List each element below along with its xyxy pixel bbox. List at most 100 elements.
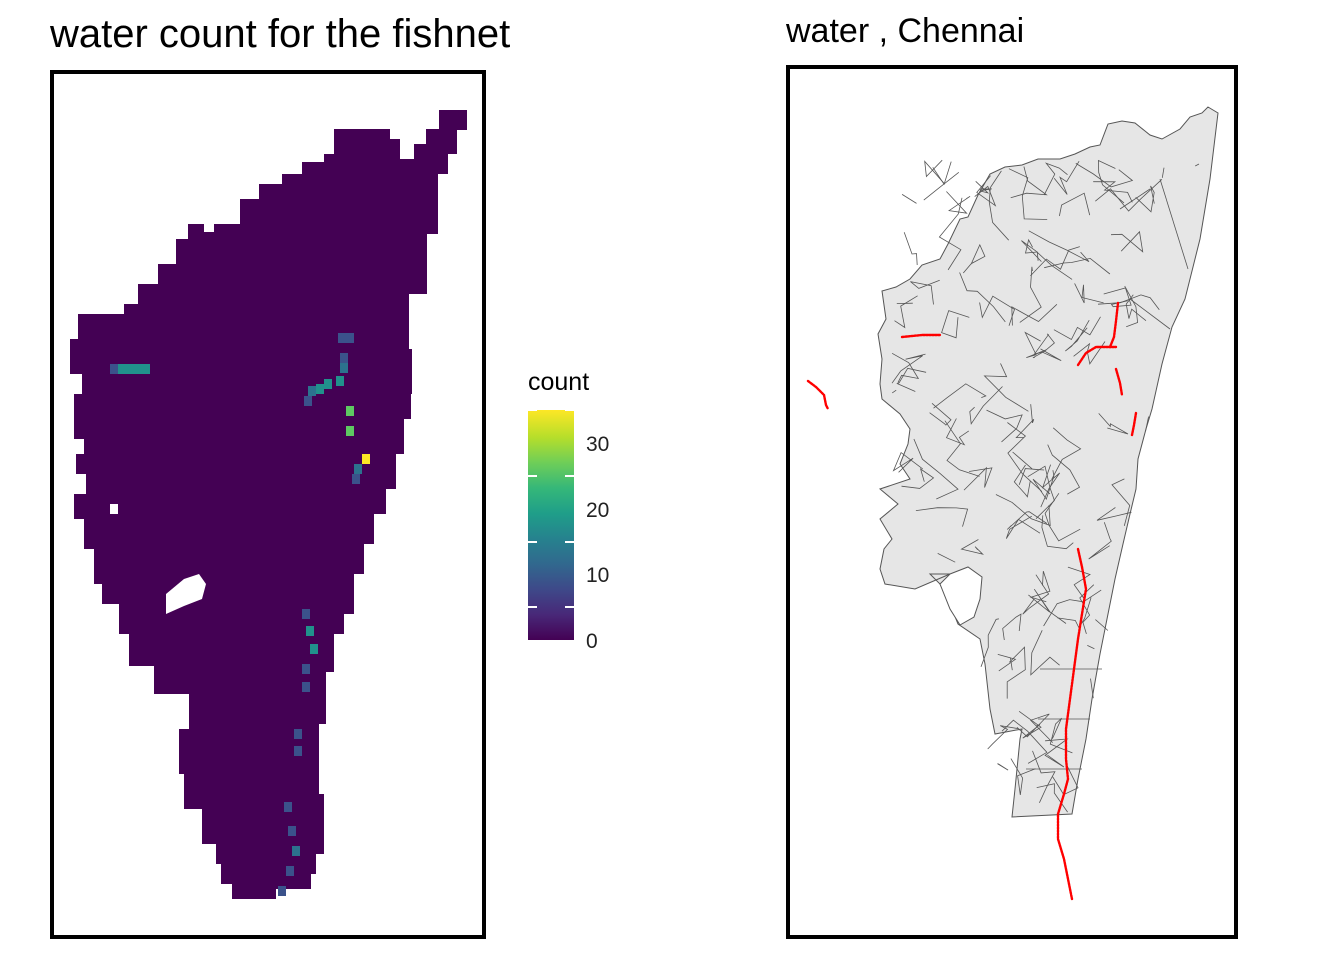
ward-boundary: [933, 383, 987, 409]
ward-boundary: [896, 367, 927, 392]
ward-boundary: [891, 353, 926, 384]
legend-label-10: 10: [586, 564, 610, 587]
ward-boundary: [944, 420, 980, 477]
ward-boundary: [1032, 750, 1056, 803]
ward-boundary: [1043, 589, 1102, 627]
ward-boundary: [1049, 717, 1073, 754]
ward-boundary: [946, 191, 971, 214]
ward-boundary: [1095, 619, 1109, 631]
ward-boundary: [1096, 507, 1132, 521]
ward-boundary: [1087, 645, 1095, 650]
ward-boundary: [1033, 333, 1055, 355]
ward-boundary: [979, 295, 1015, 326]
water-line: [1076, 345, 1118, 367]
water-cell: [362, 454, 370, 464]
ward-boundary: [1159, 178, 1189, 270]
ward-boundary: [1028, 588, 1067, 624]
ward-boundary: [959, 272, 1006, 323]
water-line: [900, 333, 942, 339]
ward-boundary: [1088, 522, 1112, 560]
ward-boundary: [1021, 240, 1073, 280]
water-cell: [302, 664, 310, 674]
ward-boundary: [1030, 246, 1080, 277]
ward-boundary: [1002, 613, 1022, 641]
ward-boundary: [1051, 427, 1082, 480]
water-cell: [324, 379, 332, 389]
ward-boundary: [1032, 470, 1055, 501]
water-cell: [340, 353, 348, 363]
ward-boundary: [962, 243, 986, 274]
water-cell: [306, 626, 314, 636]
ward-boundary: [983, 363, 1029, 412]
ward-boundary: [1097, 159, 1125, 204]
ward-boundary: [1028, 230, 1090, 263]
ward-boundary: [963, 466, 993, 491]
water-cell: [118, 364, 126, 374]
ward-boundary: [1095, 179, 1163, 212]
water-cell: [288, 826, 296, 836]
water-cell: [278, 886, 286, 896]
ward-boundary: [969, 386, 1003, 425]
ward-boundary: [901, 468, 935, 489]
ward-boundary: [1029, 570, 1051, 603]
ward-boundary: [1043, 162, 1068, 196]
ward-boundary: [910, 279, 940, 305]
ward-boundary: [945, 418, 970, 446]
chennai-wards-map: [806, 106, 1219, 901]
ward-hole: [939, 566, 983, 626]
water-cell: [294, 729, 302, 739]
water-cell: [346, 406, 354, 416]
city-outline: [877, 106, 1219, 818]
fishnet-map: [70, 110, 467, 899]
ward-boundary: [1103, 287, 1139, 328]
water-cell: [308, 386, 316, 396]
ward-boundary: [903, 232, 918, 266]
ward-boundary: [1065, 320, 1090, 352]
water-lines: [806, 301, 1138, 901]
water-line: [1130, 411, 1138, 437]
ward-boundary: [1024, 331, 1047, 358]
ward-boundary: [1005, 515, 1041, 539]
ward-boundary: [1040, 464, 1061, 508]
ward-boundary: [1059, 192, 1091, 217]
water-cell: [340, 363, 348, 373]
ward-boundary: [1053, 160, 1080, 195]
water-line: [1114, 367, 1124, 397]
ward-boundary: [1053, 316, 1101, 341]
water-cell: [310, 644, 318, 654]
ward-boundary: [1098, 413, 1129, 435]
ward-boundary: [1044, 738, 1069, 768]
water-cell: [302, 609, 310, 619]
ward-boundary: [1074, 283, 1104, 304]
ward-boundary: [1047, 444, 1081, 495]
ward-boundary: [1044, 493, 1081, 542]
ward-boundary: [1008, 168, 1048, 220]
ward-boundary: [1016, 713, 1053, 743]
water-cell: [346, 426, 354, 436]
water-cell: [336, 376, 344, 386]
ward-boundary: [995, 494, 1051, 527]
ward-boundary: [924, 159, 945, 184]
fishnet-map-panel: [50, 70, 486, 939]
ward-boundary: [1145, 416, 1149, 432]
ward-boundaries: [891, 159, 1200, 813]
ward-boundary: [1015, 404, 1035, 439]
ward-boundary: [937, 553, 956, 563]
ward-boundary: [986, 409, 1023, 443]
water-cell: [134, 364, 142, 374]
chennai-wards-map-panel: [786, 65, 1238, 939]
ward-boundary: [891, 352, 920, 383]
ward-boundary: [1013, 464, 1031, 498]
water-cell: [294, 746, 302, 756]
water-cell: [142, 364, 150, 374]
ward-boundary: [891, 389, 897, 394]
ward-boundary: [988, 170, 1009, 241]
ward-boundary: [1135, 185, 1155, 213]
left-map-title: water count for the fishnet: [50, 12, 511, 56]
ward-boundary: [1007, 422, 1043, 492]
ward-boundary: [1195, 163, 1200, 167]
ward-boundary: [894, 295, 918, 329]
water-cell: [354, 464, 362, 474]
ward-boundary: [1097, 294, 1160, 311]
ward-boundary: [1119, 188, 1151, 210]
